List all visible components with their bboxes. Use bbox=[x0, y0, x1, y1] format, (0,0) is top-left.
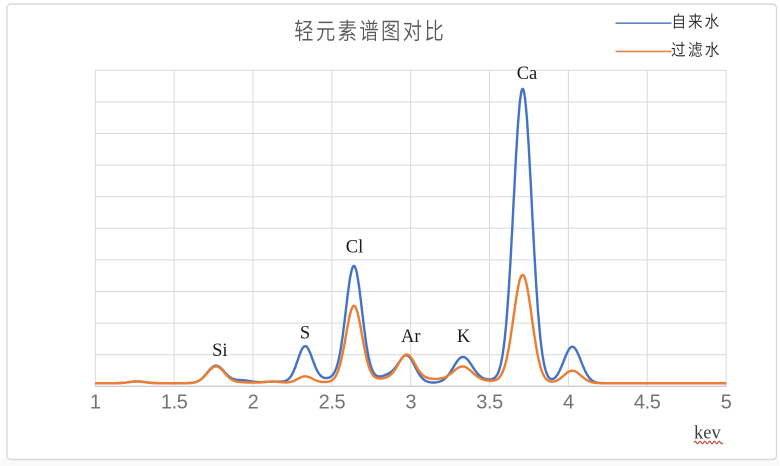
svg-text:K: K bbox=[457, 327, 471, 347]
svg-text:2: 2 bbox=[248, 392, 259, 414]
svg-text:3.5: 3.5 bbox=[476, 392, 503, 414]
svg-text:4.5: 4.5 bbox=[634, 392, 661, 414]
svg-text:Ca: Ca bbox=[517, 64, 538, 84]
svg-text:1: 1 bbox=[90, 392, 101, 414]
svg-text:5: 5 bbox=[721, 392, 732, 414]
svg-text:Ar: Ar bbox=[401, 327, 421, 347]
svg-text:2.5: 2.5 bbox=[319, 392, 346, 414]
svg-text:3: 3 bbox=[405, 392, 416, 414]
svg-text:4: 4 bbox=[563, 392, 574, 414]
svg-text:kev: kev bbox=[694, 424, 721, 444]
svg-text:Cl: Cl bbox=[346, 238, 363, 258]
svg-text:S: S bbox=[300, 324, 310, 344]
svg-text:Si: Si bbox=[212, 341, 227, 361]
svg-text:1.5: 1.5 bbox=[161, 392, 188, 414]
